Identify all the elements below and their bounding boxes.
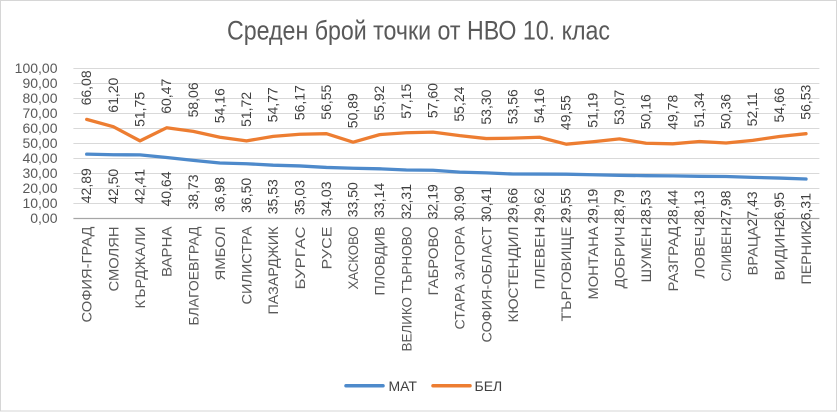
svg-text:56,17: 56,17 [291,85,307,120]
svg-text:30,00: 30,00 [22,165,57,181]
svg-text:РУСЕ: РУСЕ [319,227,335,270]
svg-text:66,08: 66,08 [78,70,94,105]
svg-text:ЯМБОЛ: ЯМБОЛ [212,227,228,281]
svg-text:56,55: 56,55 [318,84,334,119]
svg-text:29,62: 29,62 [531,188,547,223]
svg-text:90,00: 90,00 [22,75,57,91]
svg-text:ДОБРИЧ: ДОБРИЧ [612,227,628,289]
svg-text:32,31: 32,31 [398,184,414,219]
svg-text:51,75: 51,75 [132,92,148,127]
svg-text:49,78: 49,78 [664,95,680,130]
svg-text:СОФИЯ-ОБЛАСТ: СОФИЯ-ОБЛАСТ [478,226,494,342]
svg-text:28,79: 28,79 [611,189,627,224]
svg-text:28,53: 28,53 [638,189,654,224]
svg-text:БЕЛ: БЕЛ [475,378,503,394]
svg-text:ХАСКОВО: ХАСКОВО [345,226,361,289]
svg-text:ВЕЛИКО ТЪРНОВО: ВЕЛИКО ТЪРНОВО [398,226,414,351]
svg-text:ПЛОВДИВ: ПЛОВДИВ [372,227,388,296]
svg-text:58,06: 58,06 [185,82,201,117]
svg-text:50,00: 50,00 [22,135,57,151]
svg-text:40,00: 40,00 [22,150,57,166]
svg-text:35,03: 35,03 [291,180,307,215]
svg-text:ПЛЕВЕН: ПЛЕВЕН [532,227,548,290]
svg-text:36,50: 36,50 [238,178,254,213]
svg-text:34,03: 34,03 [318,181,334,216]
svg-text:55,92: 55,92 [371,85,387,120]
svg-text:26,95: 26,95 [771,192,787,227]
svg-text:ГАБРОВО: ГАБРОВО [425,226,441,295]
svg-text:33,50: 33,50 [345,182,361,217]
svg-text:42,41: 42,41 [132,169,148,204]
svg-text:54,16: 54,16 [211,88,227,123]
svg-text:80,00: 80,00 [22,90,57,106]
svg-text:БУРГАС: БУРГАС [292,227,308,290]
svg-text:100,00: 100,00 [15,60,58,76]
svg-text:29,55: 29,55 [558,188,574,223]
svg-text:51,34: 51,34 [691,92,707,127]
svg-text:36,98: 36,98 [211,177,227,212]
svg-text:57,15: 57,15 [398,84,414,119]
svg-text:КЪРДЖАЛИ: КЪРДЖАЛИ [132,227,148,309]
svg-text:54,66: 54,66 [771,87,787,122]
svg-text:53,56: 53,56 [504,89,520,124]
svg-text:ЛОВЕЧ: ЛОВЕЧ [691,227,707,279]
svg-text:54,77: 54,77 [265,87,281,122]
svg-text:МАТ: МАТ [389,378,418,394]
svg-text:10,00: 10,00 [22,195,57,211]
svg-text:ПЕРНИК: ПЕРНИК [798,226,814,285]
svg-text:СОФИЯ-ГРАД: СОФИЯ-ГРАД [79,226,95,323]
svg-text:29,66: 29,66 [504,188,520,223]
svg-text:БЛАГОЕВГРАД: БЛАГОЕВГРАД [185,226,201,326]
svg-text:42,50: 42,50 [105,169,121,204]
svg-text:ТЪРГОВИЩЕ: ТЪРГОВИЩЕ [558,227,574,322]
svg-text:56,53: 56,53 [798,84,814,119]
svg-text:РАЗГРАД: РАЗГРАД [665,226,681,292]
svg-text:СМОЛЯН: СМОЛЯН [105,227,121,292]
svg-text:Среден брой точки от НВО 10. к: Среден брой точки от НВО 10. клас [227,16,610,46]
svg-text:28,13: 28,13 [691,190,707,225]
svg-text:38,73: 38,73 [185,174,201,209]
svg-text:53,07: 53,07 [611,90,627,125]
svg-text:26,31: 26,31 [798,193,814,228]
svg-text:МОНТАНА: МОНТАНА [585,226,601,300]
svg-text:27,43: 27,43 [744,191,760,226]
svg-text:20,00: 20,00 [22,180,57,196]
svg-text:30,41: 30,41 [478,187,494,222]
svg-text:51,72: 51,72 [238,92,254,127]
svg-text:60,00: 60,00 [22,120,57,136]
svg-text:30,90: 30,90 [451,186,467,221]
svg-text:ВАРНА: ВАРНА [159,226,175,277]
svg-text:29,19: 29,19 [584,188,600,223]
svg-text:55,24: 55,24 [451,86,467,121]
svg-text:32,19: 32,19 [425,184,441,219]
svg-text:70,00: 70,00 [22,105,57,121]
svg-text:СТАРА ЗАГОРА: СТАРА ЗАГОРА [452,226,468,330]
svg-text:51,19: 51,19 [584,92,600,127]
svg-text:0,00: 0,00 [30,210,57,226]
svg-text:ВРАЦА: ВРАЦА [745,226,761,276]
svg-text:СЛИВЕН: СЛИВЕН [718,227,734,282]
svg-text:49,55: 49,55 [558,95,574,130]
svg-text:61,20: 61,20 [105,77,121,112]
svg-text:53,30: 53,30 [478,89,494,124]
svg-text:ШУМЕН: ШУМЕН [638,227,654,283]
svg-text:ВИДИН: ВИДИН [771,227,787,281]
svg-text:60,47: 60,47 [158,79,174,114]
svg-text:27,98: 27,98 [718,190,734,225]
svg-text:28,44: 28,44 [664,190,680,225]
svg-text:50,16: 50,16 [638,94,654,129]
svg-text:57,60: 57,60 [425,83,441,118]
svg-text:40,64: 40,64 [158,171,174,206]
svg-text:52,11: 52,11 [744,92,760,126]
svg-text:50,36: 50,36 [718,94,734,129]
svg-text:33,14: 33,14 [371,183,387,218]
svg-text:54,16: 54,16 [531,88,547,123]
svg-text:50,89: 50,89 [345,93,361,128]
svg-text:СИЛИСТРА: СИЛИСТРА [239,226,255,305]
svg-text:ПАЗАРДЖИК: ПАЗАРДЖИК [265,226,281,315]
svg-text:42,89: 42,89 [78,168,94,203]
svg-text:КЮСТЕНДИЛ: КЮСТЕНДИЛ [505,227,521,323]
svg-text:35,53: 35,53 [265,179,281,214]
